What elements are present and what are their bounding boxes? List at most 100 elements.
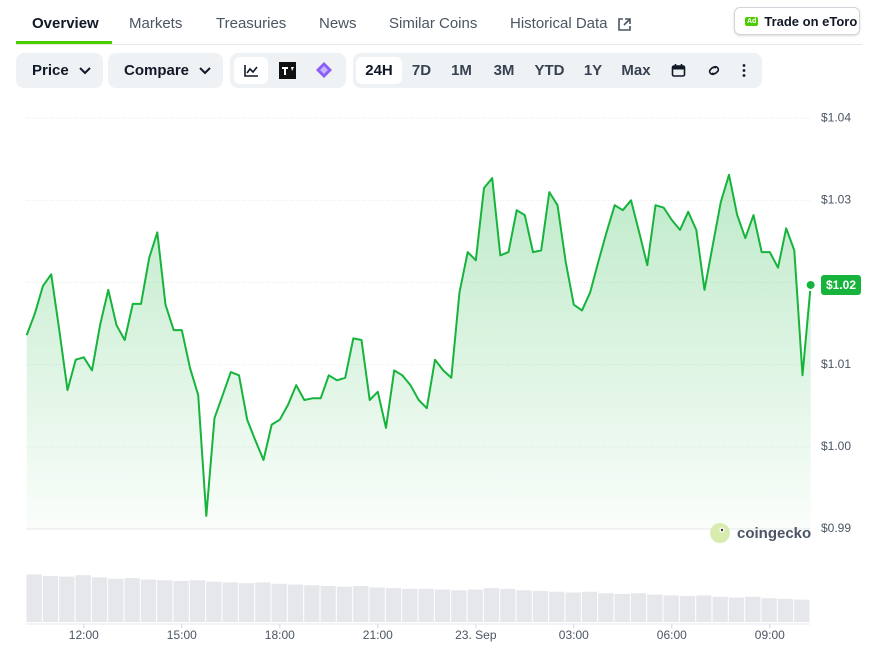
volume-bar xyxy=(614,593,630,622)
range-button[interactable]: 3M xyxy=(493,62,515,79)
y-tick-label: $1.00 xyxy=(821,439,851,453)
chevron xyxy=(199,66,211,74)
line-chart-button[interactable] xyxy=(234,57,268,84)
tab[interactable]: Overview xyxy=(32,15,99,32)
trade-button[interactable]: Ad Trade on eToro xyxy=(734,7,860,35)
range-group: 24H 7D 1M 3M YTD 1Y Max xyxy=(353,53,762,88)
tab[interactable]: News xyxy=(319,15,357,32)
volume-bar xyxy=(369,587,385,622)
volume-bar xyxy=(581,591,598,622)
link-button[interactable] xyxy=(705,62,723,79)
volume-bar xyxy=(59,576,75,622)
volume-bar xyxy=(26,574,42,622)
y-tick-label: $1.04 xyxy=(821,110,851,124)
range-button[interactable]: 24H xyxy=(356,57,402,84)
x-tick-label: 12:00 xyxy=(69,628,99,642)
volume-bar xyxy=(157,580,173,622)
price-dropdown[interactable]: Price xyxy=(16,53,103,88)
price-line xyxy=(25,173,812,517)
volume-bar xyxy=(271,583,287,622)
volume-bar xyxy=(565,592,581,622)
chart-style-group xyxy=(230,53,346,88)
chevron xyxy=(78,66,91,74)
volume-bar xyxy=(287,584,304,622)
volume-bar xyxy=(647,594,663,622)
tab[interactable]: Markets xyxy=(129,15,183,32)
volume-bar xyxy=(434,589,451,622)
volume-bar xyxy=(483,588,500,622)
volume-bar xyxy=(696,595,712,622)
volume-bar xyxy=(353,586,369,622)
volume-bar xyxy=(630,593,647,622)
active-tab-indicator xyxy=(16,41,112,44)
volume-bar xyxy=(91,577,108,622)
volume-bar xyxy=(532,591,549,622)
compare-dropdown[interactable]: Compare xyxy=(108,53,223,88)
volume-bar xyxy=(255,582,271,622)
volume-bar xyxy=(712,596,728,622)
volume-bar xyxy=(402,588,418,622)
more-button[interactable] xyxy=(741,63,747,78)
volume-bar xyxy=(304,585,320,622)
volume-bar xyxy=(500,588,516,622)
x-tick-label: 03:00 xyxy=(559,628,589,642)
external-link-icon xyxy=(618,18,631,31)
tab-divider xyxy=(16,44,862,45)
volume-bar xyxy=(467,589,483,622)
range-button[interactable]: Max xyxy=(621,62,651,79)
range-button[interactable]: 1M xyxy=(451,62,472,79)
volume-bar xyxy=(777,598,794,622)
volume-bar xyxy=(189,580,206,622)
volume-bar xyxy=(598,593,614,622)
volume-bar xyxy=(320,586,336,622)
volume-bar xyxy=(222,582,238,622)
x-tick-label: 15:00 xyxy=(167,628,197,642)
y-tick-label: $1.01 xyxy=(821,357,851,371)
volume-bar xyxy=(124,578,140,622)
volume-bar xyxy=(42,575,59,622)
current-price-label: $1.02 xyxy=(826,278,856,292)
current-price-dot xyxy=(804,278,817,291)
range-button[interactable]: 1Y xyxy=(583,62,603,79)
volume-bar xyxy=(679,596,696,622)
volume-bar xyxy=(516,590,532,622)
volume-bar xyxy=(761,598,777,622)
tradingview-button[interactable] xyxy=(279,62,296,79)
volume-bar xyxy=(206,581,222,622)
volume-bar xyxy=(451,590,467,622)
x-tick-label: 06:00 xyxy=(657,628,687,642)
tab[interactable]: Historical Data xyxy=(510,15,608,32)
current-price-badge xyxy=(821,274,861,295)
volume-bar xyxy=(385,588,402,622)
y-tick-label: $0.99 xyxy=(821,521,851,535)
volume-bar xyxy=(173,580,189,622)
watermark-logo xyxy=(710,523,730,543)
range-button[interactable]: 7D xyxy=(411,62,432,79)
volume-bar xyxy=(336,586,353,622)
trade-label: Trade on eToro xyxy=(764,13,858,29)
y-tick-label: $1.03 xyxy=(821,192,851,206)
volume-bar xyxy=(418,588,434,622)
line-icon xyxy=(244,65,258,77)
volume-bar xyxy=(108,578,124,622)
volume-bar xyxy=(75,575,91,622)
ad-badge: Ad xyxy=(745,16,759,26)
volume-bar xyxy=(549,591,565,622)
volume-bar xyxy=(140,579,157,622)
watermark: coingecko xyxy=(709,522,811,544)
area-fill xyxy=(26,174,811,530)
tab[interactable]: Treasuries xyxy=(216,15,287,32)
volume-bar xyxy=(238,583,255,622)
compare-label: Compare xyxy=(124,62,190,79)
x-tick-label: 23. Sep xyxy=(455,628,497,642)
watermark-text: coingecko xyxy=(737,524,812,542)
volume-bar xyxy=(663,595,679,622)
calendar-button[interactable] xyxy=(671,63,686,78)
ai-button[interactable] xyxy=(315,61,333,79)
x-tick-label: 09:00 xyxy=(755,628,785,642)
tab[interactable]: Similar Coins xyxy=(389,15,478,32)
x-tick-label: 18:00 xyxy=(265,628,295,642)
range-button[interactable]: YTD xyxy=(534,62,565,79)
